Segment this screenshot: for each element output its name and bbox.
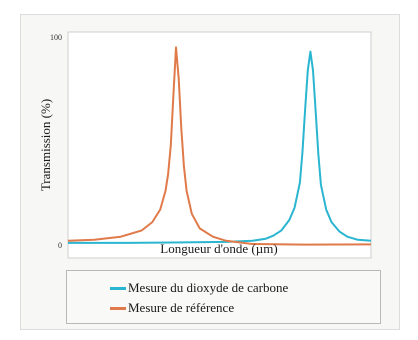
plot-area — [68, 32, 371, 258]
legend-label-co2: Mesure du dioxyde de carbone — [128, 280, 288, 296]
y-tick-label: 0 — [58, 241, 62, 250]
chart-card: 100 0 Longueur d'onde (µm) Transmission (… — [20, 14, 400, 330]
legend: Mesure du dioxyde de carbone Mesure de r… — [66, 270, 381, 324]
legend-item-reference: Mesure de référence — [67, 298, 234, 318]
x-axis-label: Longueur d'onde (µm) — [160, 241, 277, 256]
legend-label-reference: Mesure de référence — [128, 300, 234, 316]
y-tick-label: 100 — [50, 33, 62, 42]
legend-item-co2: Mesure du dioxyde de carbone — [67, 278, 288, 298]
legend-swatch-reference — [110, 307, 126, 310]
y-axis-label: Transmission (%) — [38, 99, 53, 191]
legend-swatch-co2 — [110, 287, 126, 290]
